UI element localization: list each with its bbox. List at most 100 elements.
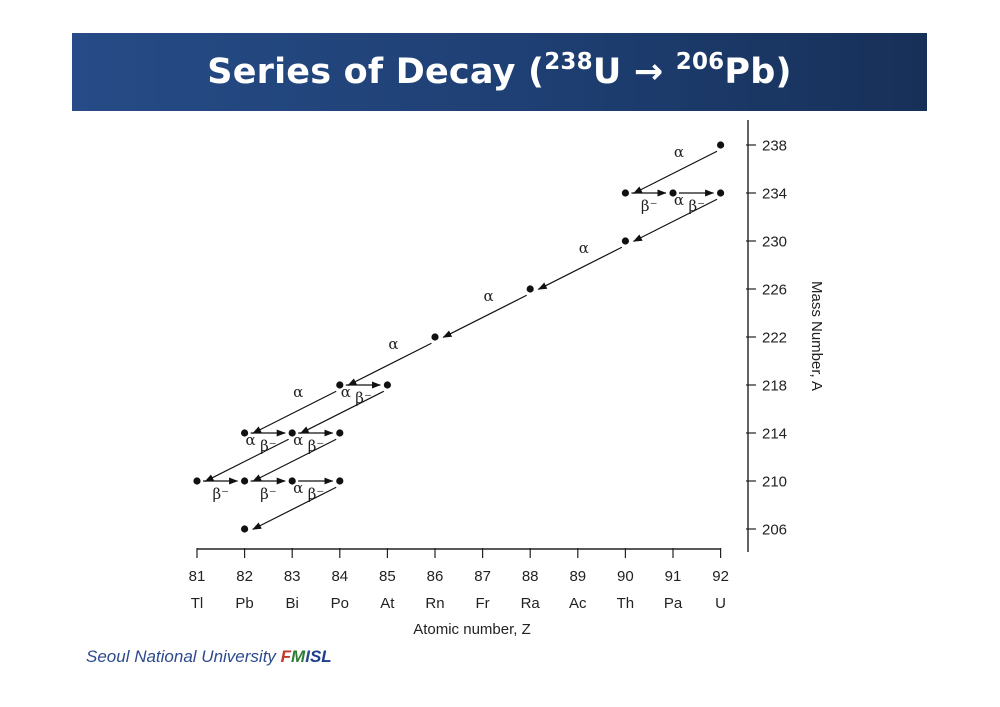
nuclide-point	[288, 429, 296, 437]
alpha-label: α	[246, 431, 256, 449]
x-tick-label: 92	[712, 568, 729, 585]
axes: 206 210 214 218 222 226 230 234 238 Mass Number, …	[189, 120, 825, 638]
title-to-mass: 206	[675, 49, 725, 75]
y-tick-label: 214	[762, 426, 787, 443]
nuclide-point	[621, 237, 630, 245]
element-symbol: Po	[331, 595, 349, 612]
y-tick-label: 222	[762, 330, 787, 347]
x-tick-label: 85	[379, 568, 396, 585]
nuclide-point	[669, 189, 677, 197]
lab-letter: S	[309, 647, 322, 666]
nuclide-point	[383, 381, 391, 389]
footer-credit: Seoul National University FMISL	[86, 647, 332, 667]
element-symbol: U	[715, 595, 726, 612]
nuclide-point	[241, 525, 249, 533]
x-tick-label: 86	[427, 568, 444, 585]
alpha-decay-arrow	[252, 390, 337, 434]
x-tick-label: 87	[474, 568, 491, 585]
alpha-decay-arrow	[633, 198, 718, 242]
nuclide-points	[193, 141, 725, 533]
title-arrow: →	[621, 52, 676, 92]
element-symbol: Tl	[191, 595, 204, 612]
alpha-label: α	[341, 383, 351, 401]
page-title: Series of Decay (238U → 206Pb)	[207, 49, 792, 93]
element-symbol: Rn	[425, 595, 444, 612]
decay-arrows	[203, 150, 718, 530]
lab-letter: L	[321, 647, 332, 666]
nuclide-point	[717, 141, 725, 149]
nuclide-point	[526, 285, 534, 293]
lab-letter: I	[305, 647, 310, 666]
title-banner: Series of Decay (238U → 206Pb)	[72, 33, 927, 111]
alpha-label: α	[293, 383, 303, 401]
beta-label: β⁻	[689, 197, 706, 215]
nuclide-point	[193, 477, 201, 485]
x-tick-label: 83	[284, 568, 301, 585]
beta-label: β⁻	[308, 437, 325, 455]
beta-label: β⁻	[260, 485, 277, 503]
nuclide-point	[241, 477, 249, 485]
nuclide-point	[336, 429, 344, 437]
element-symbol: Ac	[569, 595, 587, 612]
alpha-decay-arrow	[633, 150, 718, 194]
x-tick-label: 81	[189, 568, 206, 585]
beta-label: β⁻	[260, 437, 277, 455]
x-tick-label: 91	[665, 568, 682, 585]
x-tick-label: 84	[331, 568, 348, 585]
title-from-element: U	[592, 52, 622, 92]
alpha-label: α	[388, 335, 398, 353]
beta-label: β⁻	[213, 485, 230, 503]
alpha-decay-arrow	[537, 246, 623, 290]
alpha-decay-arrow	[252, 438, 337, 482]
element-symbol: Fr	[476, 595, 490, 612]
lab-letter: M	[291, 647, 306, 666]
y-tick-label: 234	[762, 186, 787, 203]
x-axis-label: Atomic number, Z	[413, 621, 531, 638]
nuclide-point	[336, 381, 344, 389]
beta-label: β⁻	[355, 389, 372, 407]
alpha-label: α	[484, 287, 494, 305]
x-tick-label: 89	[569, 568, 586, 585]
y-tick-label: 206	[762, 522, 787, 539]
y-tick-label: 210	[762, 474, 787, 491]
alpha-label: α	[293, 431, 303, 449]
y-tick-label: 238	[762, 138, 787, 155]
alpha-label: α	[674, 143, 684, 161]
title-prefix: Series of Decay (	[207, 52, 545, 92]
title-suffix: )	[775, 52, 792, 92]
alpha-label: α	[293, 479, 303, 497]
nuclide-point	[431, 333, 439, 341]
y-axis-label: Mass Number, A	[808, 281, 825, 391]
alpha-decay-arrow	[347, 342, 432, 386]
y-tick-label: 230	[762, 234, 787, 251]
lab-logo: FMISL	[281, 647, 332, 666]
x-tick-label: 88	[522, 568, 539, 585]
beta-label: β⁻	[308, 485, 325, 503]
alpha-label: α	[674, 191, 684, 209]
alpha-decay-arrow	[299, 390, 385, 434]
x-tick-label: 82	[236, 568, 253, 585]
y-tick-label: 218	[762, 378, 787, 395]
alpha-decay-arrow	[252, 486, 337, 530]
lab-letter: F	[280, 647, 292, 666]
nuclide-point	[241, 429, 249, 437]
y-tick-label: 226	[762, 282, 787, 299]
element-symbol: Bi	[286, 595, 299, 612]
institution-name: Seoul National University	[86, 647, 281, 666]
title-from-mass: 238	[544, 49, 593, 75]
element-symbol: Pb	[235, 595, 253, 612]
beta-label: β⁻	[641, 197, 658, 215]
element-symbol: At	[380, 595, 395, 612]
element-symbol: Pa	[664, 595, 683, 612]
alpha-label: α	[579, 239, 589, 257]
alpha-decay-arrow	[442, 294, 527, 338]
element-symbol: Ra	[521, 595, 541, 612]
nuclide-point	[717, 189, 725, 197]
nuclide-point	[288, 477, 296, 485]
element-symbol: Th	[617, 595, 635, 612]
alpha-decay-arrow	[204, 438, 289, 482]
title-to-element: Pb	[724, 52, 776, 92]
nuclide-point	[621, 189, 630, 197]
